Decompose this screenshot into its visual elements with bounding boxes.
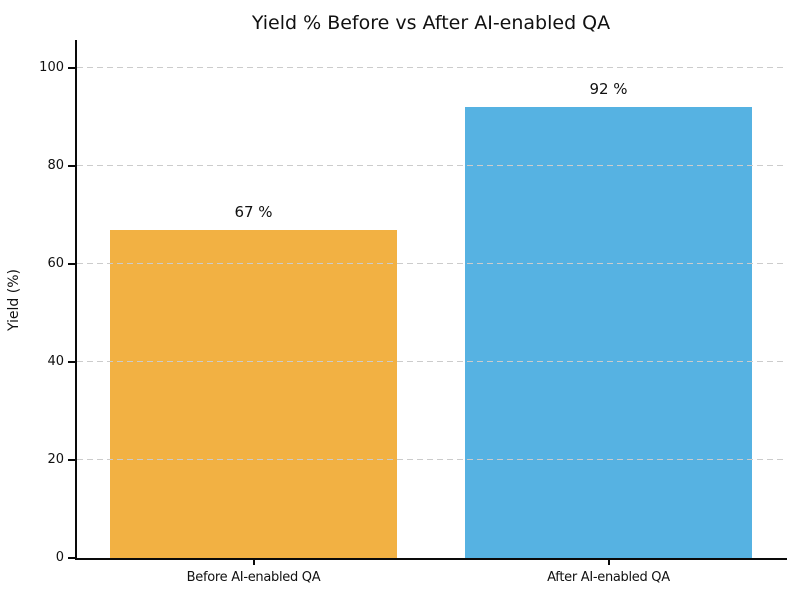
x-tick-label-0: Before AI-enabled QA [186, 570, 321, 585]
y-axis-spine [75, 40, 77, 560]
y-tick-label: 0 [55, 550, 64, 565]
y-axis-label: Yield (%) [6, 269, 22, 332]
y-tick-mark [68, 557, 75, 559]
gridline-y-40 [77, 361, 786, 363]
chart-title: Yield % Before vs After AI-enabled QA [251, 12, 611, 34]
gridline-y-100 [77, 67, 786, 69]
bar-1 [464, 107, 753, 558]
x-tick-mark [252, 558, 255, 565]
y-tick-mark [68, 164, 75, 167]
gridline-y-20 [77, 459, 786, 461]
x-axis-spine [75, 558, 787, 560]
y-tick-mark [68, 360, 75, 363]
y-tick-label: 60 [47, 255, 64, 271]
gridline-y-60 [77, 263, 786, 265]
y-tick-mark [68, 458, 75, 461]
y-tick-mark [68, 66, 75, 69]
y-tick-label: 40 [47, 353, 64, 369]
gridline-y-80 [77, 165, 786, 167]
y-tick-label: 100 [39, 59, 64, 75]
x-tick-label-1: After AI-enabled QA [547, 570, 670, 585]
bar-value-label-1: 92 % [589, 80, 628, 99]
bar-value-label-0: 67 % [234, 202, 273, 221]
y-tick-label: 80 [47, 157, 64, 173]
y-tick-label: 20 [47, 451, 64, 467]
bar-0 [109, 229, 398, 558]
x-tick-mark [607, 558, 610, 565]
y-tick-mark [68, 262, 75, 265]
